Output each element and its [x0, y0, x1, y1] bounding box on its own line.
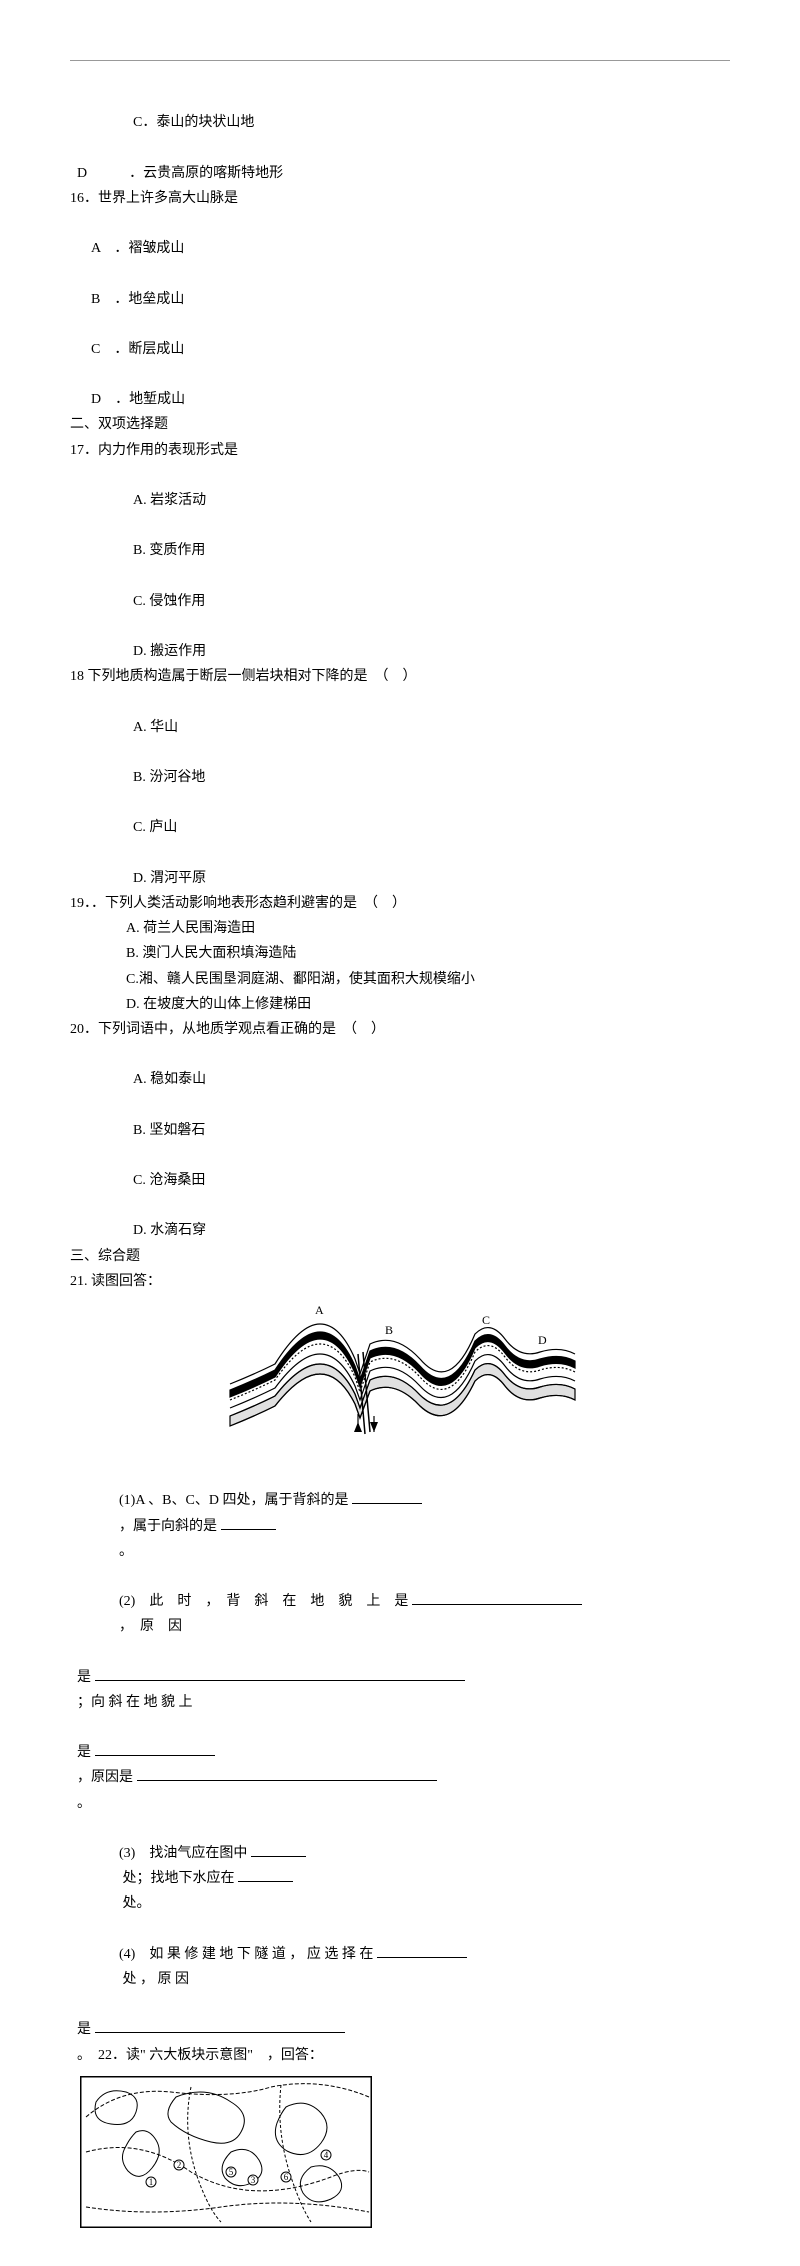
q20-stem: 20．下列词语中，从地质学观点看正确的是 （ ）: [70, 1017, 730, 1042]
q16-D: D ．地堑成山: [91, 392, 185, 407]
q19-C: C.湘、赣人民围垦洞庭湖、鄱阳湖，使其面积大规模缩小: [70, 967, 730, 992]
q21-4a: (4) 如 果 修 建 地 下 隧 道 ， 应 选 择 在 处 ， 原 因: [70, 1917, 730, 1993]
q18-B: B. 汾河谷地: [133, 770, 205, 785]
q20-C: C. 沧海桑田: [133, 1173, 205, 1188]
q16-C: C ．断层成山: [91, 342, 184, 357]
svg-text:1: 1: [149, 2177, 154, 2187]
q17-stem: 17．内力作用的表现形式是: [70, 438, 730, 463]
q18-A: A. 华山: [133, 720, 178, 735]
q19-stem: 19．．下列人类活动影响地表形态趋利避害的是 （ ）: [70, 891, 730, 916]
plate-tectonics-map: 1 2 3 4 5 6: [80, 2076, 730, 2237]
svg-text:A: A: [315, 1304, 324, 1317]
q15-C: C．泰山的块状山地: [77, 115, 254, 130]
svg-text:4: 4: [324, 2150, 329, 2160]
q16-A: A ．褶皱成山: [91, 241, 184, 256]
q21-2c: 是 ，原因是 。: [70, 1715, 730, 1816]
svg-text:6: 6: [284, 2172, 289, 2182]
q15-options: C．泰山的块状山地 D ．云贵高原的喀斯特地形: [70, 85, 730, 186]
q16-stem: 16．世界上许多高大山脉是: [70, 186, 730, 211]
q21-stem: 21. 读图回答：: [70, 1269, 730, 1294]
svg-text:D: D: [538, 1333, 547, 1347]
svg-text:C: C: [482, 1313, 490, 1327]
q16-B: B ．地垒成山: [91, 292, 184, 307]
q21-4b: 是 。 22．读" 六大板块示意图" ，回答：: [70, 1992, 730, 2068]
q19-D: D. 在坡度大的山体上修建梯田: [70, 992, 730, 1017]
q21-1: (1)A 、B、C、D 四处，属于背斜的是 ，属于向斜的是 。: [70, 1463, 730, 1564]
q18-options: A. 华山 B. 汾河谷地 C. 庐山 D. 渭河平原: [70, 690, 730, 892]
q17-B: B. 变质作用: [133, 543, 205, 558]
q18-D: D. 渭河平原: [133, 871, 206, 886]
q16-options: A ．褶皱成山 B ．地垒成山 C ．断层成山 D ．地堑成山: [70, 211, 730, 413]
q20-options: A. 稳如泰山 B. 坚如磐石 C. 沧海桑田 D. 水滴石穿: [70, 1042, 730, 1244]
q15-D: D ．云贵高原的喀斯特地形: [77, 166, 283, 181]
q17-C: C. 侵蚀作用: [133, 594, 205, 609]
q17-D: D. 搬运作用: [133, 644, 206, 659]
section2-heading: 二、双项选择题: [70, 412, 730, 437]
q21-3: (3) 找油气应在图中 处；找地下水应在 处。: [70, 1816, 730, 1917]
q20-D: D. 水滴石穿: [133, 1223, 206, 1238]
q20-B: B. 坚如磐石: [133, 1123, 205, 1138]
section3-heading: 三、综合题: [70, 1244, 730, 1269]
q18-C: C. 庐山: [133, 820, 177, 835]
svg-text:5: 5: [229, 2167, 234, 2177]
svg-text:3: 3: [251, 2175, 256, 2185]
q21-2a: (2) 此 时 ， 背 斜 在 地 貌 上 是 ， 原 因: [70, 1564, 730, 1640]
q18-stem: 18 下列地质构造属于断层一侧岩块相对下降的是 （ ）: [70, 664, 730, 689]
q17-A: A. 岩浆活动: [133, 493, 206, 508]
svg-text:B: B: [385, 1323, 393, 1337]
q17-options: A. 岩浆活动 B. 变质作用 C. 侵蚀作用 D. 搬运作用: [70, 463, 730, 665]
q21-2b: 是 ；向 斜 在 地 貌 上: [70, 1640, 730, 1716]
q20-A: A. 稳如泰山: [133, 1072, 206, 1087]
q19-A: A. 荷兰人民围海造田: [70, 916, 730, 941]
svg-text:2: 2: [177, 2160, 182, 2170]
q19-B: B. 澳门人民大面积填海造陆: [70, 941, 730, 966]
q22-1: (1) 写出图中字母表示的板块名称：: [70, 2245, 730, 2266]
fold-cross-section-diagram: A B C D: [70, 1304, 730, 1453]
